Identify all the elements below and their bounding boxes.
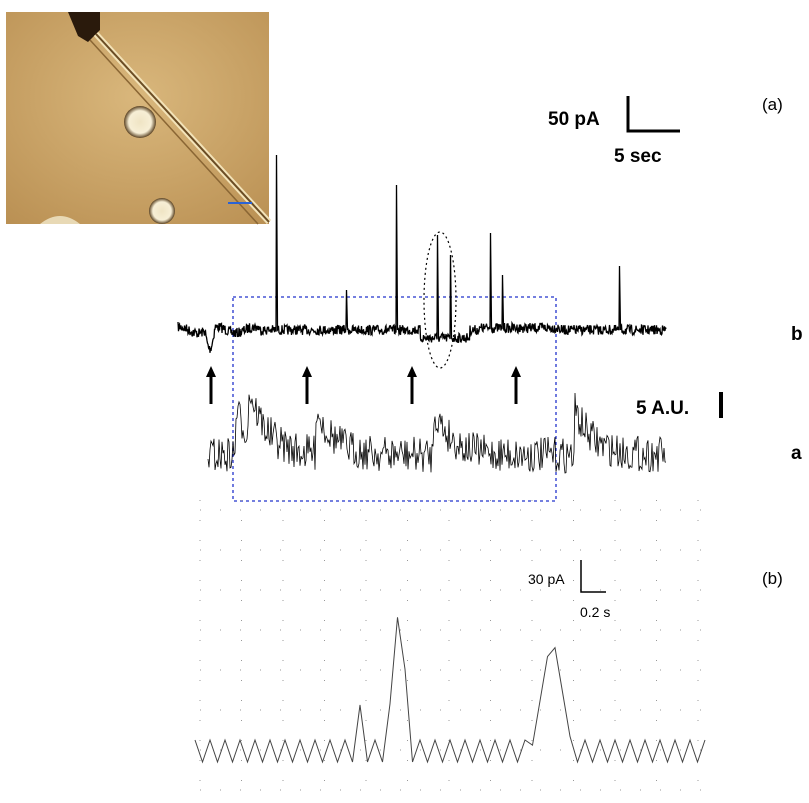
highlight-ellipse xyxy=(423,231,457,369)
grid xyxy=(199,500,720,800)
trace-label: b xyxy=(791,324,803,345)
panel-label: (b) xyxy=(762,569,783,588)
trace-current xyxy=(194,617,706,764)
micrograph xyxy=(6,12,272,225)
arrow-head xyxy=(206,366,216,377)
arrow-head xyxy=(511,366,521,377)
arrow-head xyxy=(407,366,417,377)
panel-label: (a) xyxy=(762,95,783,114)
trace-label: a xyxy=(791,443,802,464)
scale-label: 5 sec xyxy=(614,146,662,167)
arrows xyxy=(206,366,521,404)
scale-label: 0.2 s xyxy=(580,604,610,620)
scale-label: 30 pA xyxy=(528,571,565,587)
trace-a xyxy=(207,392,667,474)
trace-b xyxy=(177,154,667,353)
scale-label: 50 pA xyxy=(548,109,600,130)
scale-label: 5 A.U. xyxy=(636,398,689,419)
scale-bar xyxy=(580,560,606,593)
arrow-head xyxy=(302,366,312,377)
scale-bar xyxy=(626,96,680,133)
